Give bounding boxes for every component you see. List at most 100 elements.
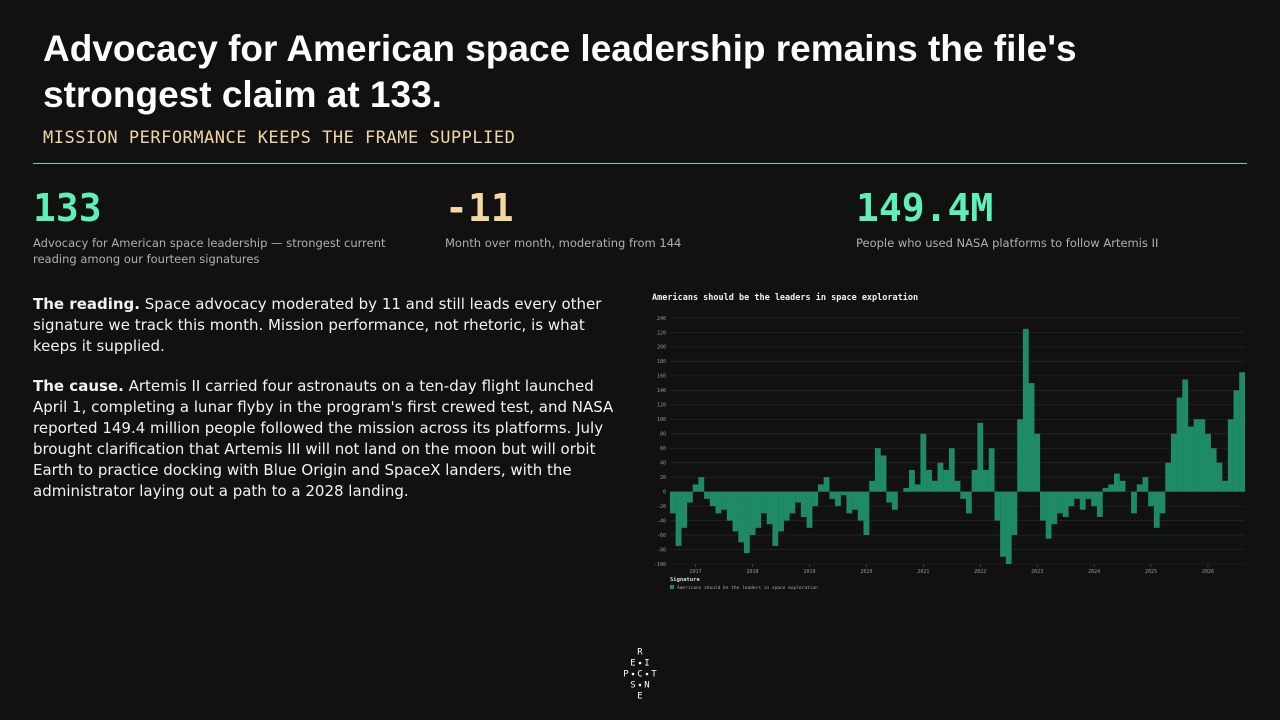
bar: [1085, 491, 1092, 499]
bar: [909, 469, 915, 492]
bar: [812, 491, 819, 507]
chart: Americans should be the leaders in space…: [652, 292, 1246, 591]
bar: [943, 469, 950, 492]
y-tick-label: -40: [657, 518, 666, 524]
title: Advocacy for American space leadership r…: [43, 28, 1077, 115]
stat-value: 133: [33, 186, 102, 230]
bar: [960, 491, 967, 499]
bar: [994, 491, 1001, 521]
bar: [1216, 462, 1223, 492]
bar: [1119, 480, 1126, 492]
logo-letter: I: [644, 659, 649, 669]
x-tick-label: 2019: [803, 569, 815, 575]
legend-label: Americans should be the leaders in space…: [677, 585, 818, 591]
bar: [698, 477, 705, 492]
bar: [829, 491, 836, 499]
bar: [806, 491, 813, 528]
bar: [977, 422, 984, 492]
logo: RE IP C TS NE: [623, 648, 657, 702]
bar: [931, 480, 938, 492]
logo-letter: C: [637, 670, 642, 680]
bar: [1199, 419, 1206, 492]
bar: [1102, 488, 1109, 492]
y-tick-label: 200: [657, 345, 666, 351]
bar: [749, 491, 756, 536]
bar: [732, 491, 739, 532]
y-tick-label: 40: [660, 461, 666, 467]
x-tick-label: 2022: [974, 569, 986, 575]
bar: [1182, 379, 1189, 492]
bar: [743, 491, 750, 554]
y-tick-label: 60: [660, 446, 666, 452]
bar: [1051, 491, 1058, 525]
bar: [823, 477, 830, 492]
bar: [800, 491, 807, 517]
y-tick-label: -60: [657, 533, 666, 539]
bar: [1170, 433, 1177, 492]
bar: [795, 491, 802, 503]
bar: [766, 491, 773, 525]
y-tick-label: 20: [660, 475, 666, 481]
legend-title: Signature: [670, 577, 700, 583]
bar: [891, 491, 898, 510]
bar: [1045, 491, 1052, 539]
bar: [1074, 491, 1080, 499]
bar: [772, 491, 779, 546]
logo-dot: [638, 683, 642, 687]
paragraph: The reading. Space advocacy moderated by…: [33, 294, 618, 357]
stat-caption: People who used NASA platforms to follow…: [856, 236, 1159, 250]
bar: [988, 448, 995, 492]
bar: [1028, 383, 1035, 492]
bar: [669, 491, 676, 514]
bar: [687, 491, 693, 503]
y-tick-label: 240: [657, 316, 666, 322]
bar: [1136, 484, 1143, 492]
lead: The cause.: [33, 377, 124, 395]
y-tick-label: -80: [657, 547, 666, 553]
bar: [1017, 419, 1024, 492]
logo-dot: [638, 661, 642, 665]
bar: [965, 491, 972, 514]
bar: [783, 491, 790, 521]
x-tick-label: 2017: [690, 569, 702, 575]
bar: [1239, 372, 1246, 492]
bar: [852, 491, 858, 510]
bar: [738, 491, 745, 543]
bar: [1210, 448, 1217, 492]
body-text: Space advocacy moderated by 11 and still…: [33, 295, 602, 355]
bar: [863, 491, 870, 536]
bar: [971, 469, 978, 492]
bar: [681, 491, 688, 528]
bar: [1062, 491, 1069, 517]
bar: [1227, 419, 1234, 492]
bar: [704, 491, 710, 499]
bar: [755, 491, 762, 528]
bar: [948, 448, 955, 492]
y-tick-label: 0: [663, 489, 666, 495]
bar: [715, 491, 722, 514]
x-tick-label: 2021: [917, 569, 929, 575]
bar: [1131, 491, 1137, 514]
y-tick-label: -100: [654, 562, 666, 568]
bar: [721, 491, 728, 510]
bar: [903, 488, 910, 492]
bar: [1034, 433, 1041, 492]
x-tick-label: 2020: [860, 569, 872, 575]
bar: [1113, 473, 1120, 492]
bar: [1011, 491, 1018, 536]
bar: [1159, 491, 1166, 514]
bar: [1079, 491, 1086, 510]
bar: [1153, 491, 1160, 528]
y-tick-label: 220: [657, 330, 666, 336]
y-tick-label: 120: [657, 403, 666, 409]
x-tick-label: 2023: [1031, 569, 1043, 575]
bar: [1068, 491, 1075, 507]
stat-value: 149.4M: [856, 186, 994, 230]
bar: [926, 469, 932, 492]
stat-value: -11: [445, 186, 514, 230]
divider: [33, 163, 1247, 164]
bar: [1022, 328, 1029, 492]
bar: [1148, 491, 1154, 507]
bar: [1108, 484, 1115, 492]
